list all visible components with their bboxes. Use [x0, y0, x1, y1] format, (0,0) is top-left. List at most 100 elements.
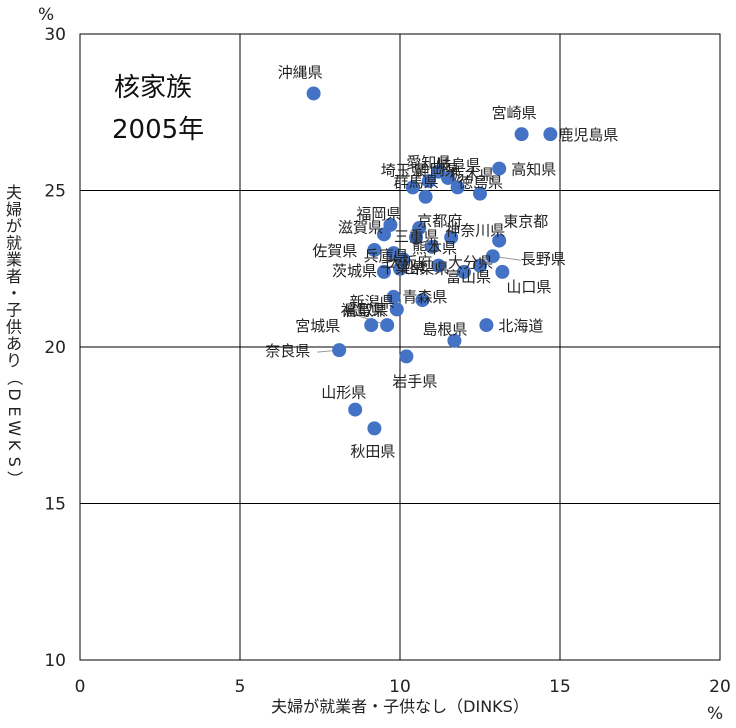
data-label: 京都府	[417, 212, 462, 230]
y-axis-title-char: E	[5, 406, 24, 416]
data-label: 島根県	[422, 321, 467, 339]
data-point	[431, 258, 446, 273]
data-points	[306, 86, 558, 436]
data-label: 富山県	[446, 268, 491, 286]
y-tick-label: 25	[44, 182, 66, 202]
data-point	[473, 258, 487, 273]
data-point	[386, 289, 401, 304]
data-label: 千葉県	[380, 259, 425, 277]
data-label: 北海道	[498, 317, 543, 335]
data-label: 静岡県	[415, 161, 460, 179]
data-label: 宮崎県	[492, 104, 537, 122]
data-label: 秋田県	[350, 442, 395, 460]
data-label: 徳島県	[458, 174, 503, 192]
data-point	[425, 239, 439, 254]
data-label: 大阪府	[387, 253, 432, 271]
data-point	[393, 261, 407, 276]
y-axis-title-char: 者	[6, 267, 22, 286]
y-axis-title-char: 供	[6, 317, 22, 336]
data-point	[367, 421, 382, 436]
y-tick-label: 10	[44, 651, 66, 671]
x-axis-title: 夫婦が就業者・子供なし（DINKS）	[271, 697, 529, 716]
y-axis-title-char: 子	[6, 301, 22, 320]
data-label: 佐賀県	[312, 242, 357, 260]
data-point	[485, 249, 500, 264]
y-axis-title-char: 業	[6, 250, 22, 269]
data-point	[447, 333, 462, 348]
y-tick-label: 20	[44, 338, 66, 358]
y-axis-title-char: ）	[5, 471, 24, 487]
y-axis-unit: %	[38, 5, 54, 25]
data-label: 滋賀県	[338, 218, 383, 236]
grid-lines	[80, 34, 720, 660]
y-axis-title-char: W	[5, 420, 24, 436]
chart-title-line-2: 2005年	[112, 115, 204, 145]
plot-area	[79, 33, 721, 661]
data-label: 群馬県	[394, 173, 439, 191]
leader-line	[343, 310, 388, 326]
y-axis-title-char: あ	[6, 334, 22, 353]
data-point	[441, 170, 455, 185]
x-axis-unit: %	[707, 704, 723, 724]
data-point	[348, 402, 363, 417]
data-point	[492, 233, 507, 248]
data-label: 山梨県	[404, 260, 449, 278]
data-point	[380, 318, 395, 333]
data-label: 奈良県	[265, 342, 310, 360]
data-point	[492, 161, 507, 176]
y-axis-title-char: ・	[6, 284, 22, 303]
y-axis-title-char: 夫	[6, 183, 22, 202]
y-axis-title-char: S	[5, 457, 24, 467]
data-point	[473, 186, 487, 201]
y-axis-title-char: が	[6, 217, 22, 236]
x-tick-label: 0	[75, 677, 86, 697]
y-tick-label: 15	[44, 495, 66, 515]
data-point	[418, 189, 433, 204]
data-label: 三重県	[394, 227, 439, 245]
y-axis-title-char: （	[5, 370, 24, 386]
data-label: 鳥取県	[343, 301, 388, 319]
data-label: 鹿児島県	[558, 126, 618, 144]
y-axis-title-char: り	[6, 351, 22, 370]
data-point	[457, 264, 471, 279]
data-point	[543, 127, 558, 142]
data-point	[367, 242, 382, 257]
data-label: 岐阜県	[436, 156, 481, 174]
data-label: 大分県	[448, 254, 493, 272]
data-label: 青森県	[402, 288, 447, 306]
y-axis-title-char: 就	[6, 233, 22, 252]
y-axis-title-char: D	[5, 388, 24, 400]
data-label: 埼玉県	[381, 161, 426, 179]
data-point	[405, 180, 420, 195]
data-point	[514, 127, 529, 142]
data-label: 兵庫県	[364, 247, 409, 265]
data-label: 熊本県	[412, 239, 457, 257]
data-point	[495, 264, 510, 279]
data-label: 岩手県	[392, 372, 437, 390]
data-point	[389, 302, 404, 317]
x-tick-label: 5	[235, 677, 246, 697]
y-axis-title-char: 婦	[6, 200, 22, 219]
chart-title: 核家族 2005年	[112, 73, 204, 145]
data-point	[386, 246, 401, 261]
x-axis-ticks: 0 5 10 15 20	[75, 677, 731, 697]
y-tick-label: 30	[44, 25, 66, 45]
data-point	[450, 180, 465, 195]
data-point	[364, 318, 379, 333]
data-label: 愛知県	[406, 154, 451, 172]
data-point	[399, 349, 414, 364]
data-point	[409, 230, 423, 245]
data-label: 宮城県	[295, 317, 340, 335]
data-point	[415, 293, 430, 308]
data-point	[421, 174, 436, 189]
data-label: 新潟県	[350, 293, 395, 311]
data-point	[306, 86, 321, 101]
data-label: 山形県	[321, 384, 366, 402]
data-label: 茨城県	[332, 262, 377, 280]
chart-title-line-1: 核家族	[114, 73, 192, 103]
data-label: 神奈川県	[445, 221, 505, 239]
data-point	[377, 264, 391, 279]
